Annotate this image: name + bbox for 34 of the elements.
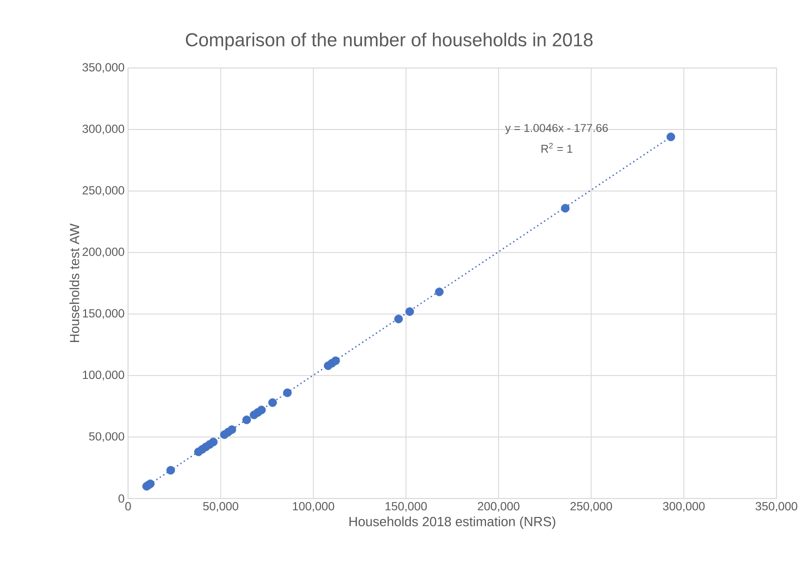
x-tick-label: 350,000 (756, 502, 798, 512)
x-tick-label: 100,000 (292, 502, 334, 512)
y-axis-title: Households test AW (70, 224, 80, 342)
x-axis-title: Households 2018 estimation (NRS) (350, 516, 556, 530)
point (331, 356, 340, 366)
point (166, 466, 176, 475)
point (666, 132, 676, 142)
y-tick-label: 350,000 (82, 63, 124, 74)
x-tick-label: 50,000 (203, 502, 238, 512)
point (283, 388, 292, 398)
y-tick-label: 50,000 (89, 432, 124, 442)
y-tick-label: 150,000 (82, 309, 124, 320)
point (257, 406, 266, 415)
point (268, 398, 277, 408)
y-tick-label: 250,000 (82, 186, 124, 196)
point (394, 314, 403, 324)
x-tick-label: 300,000 (662, 502, 705, 512)
y-tick-label: 200,000 (82, 248, 124, 258)
point (434, 288, 444, 296)
annotation: y = 1.0046x - 177.66 (505, 124, 608, 134)
x-tick-label: 150,000 (386, 502, 427, 512)
chart-title: Comparison of the number of households in 2018 (186, 32, 593, 50)
point (560, 204, 570, 213)
annotation: R$^{2}$ = 1 (542, 143, 572, 153)
point (242, 416, 251, 424)
point (405, 307, 414, 316)
x-tick-label: 200,000 (478, 502, 520, 512)
x-tick-label: 0 (125, 502, 131, 511)
point (228, 426, 236, 434)
y-tick-label: 100,000 (82, 370, 124, 381)
y-tick-label: 300,000 (82, 124, 124, 135)
y-tick-label: 0 (118, 494, 124, 503)
x-tick-label: 250,000 (570, 502, 612, 512)
point (208, 438, 218, 447)
